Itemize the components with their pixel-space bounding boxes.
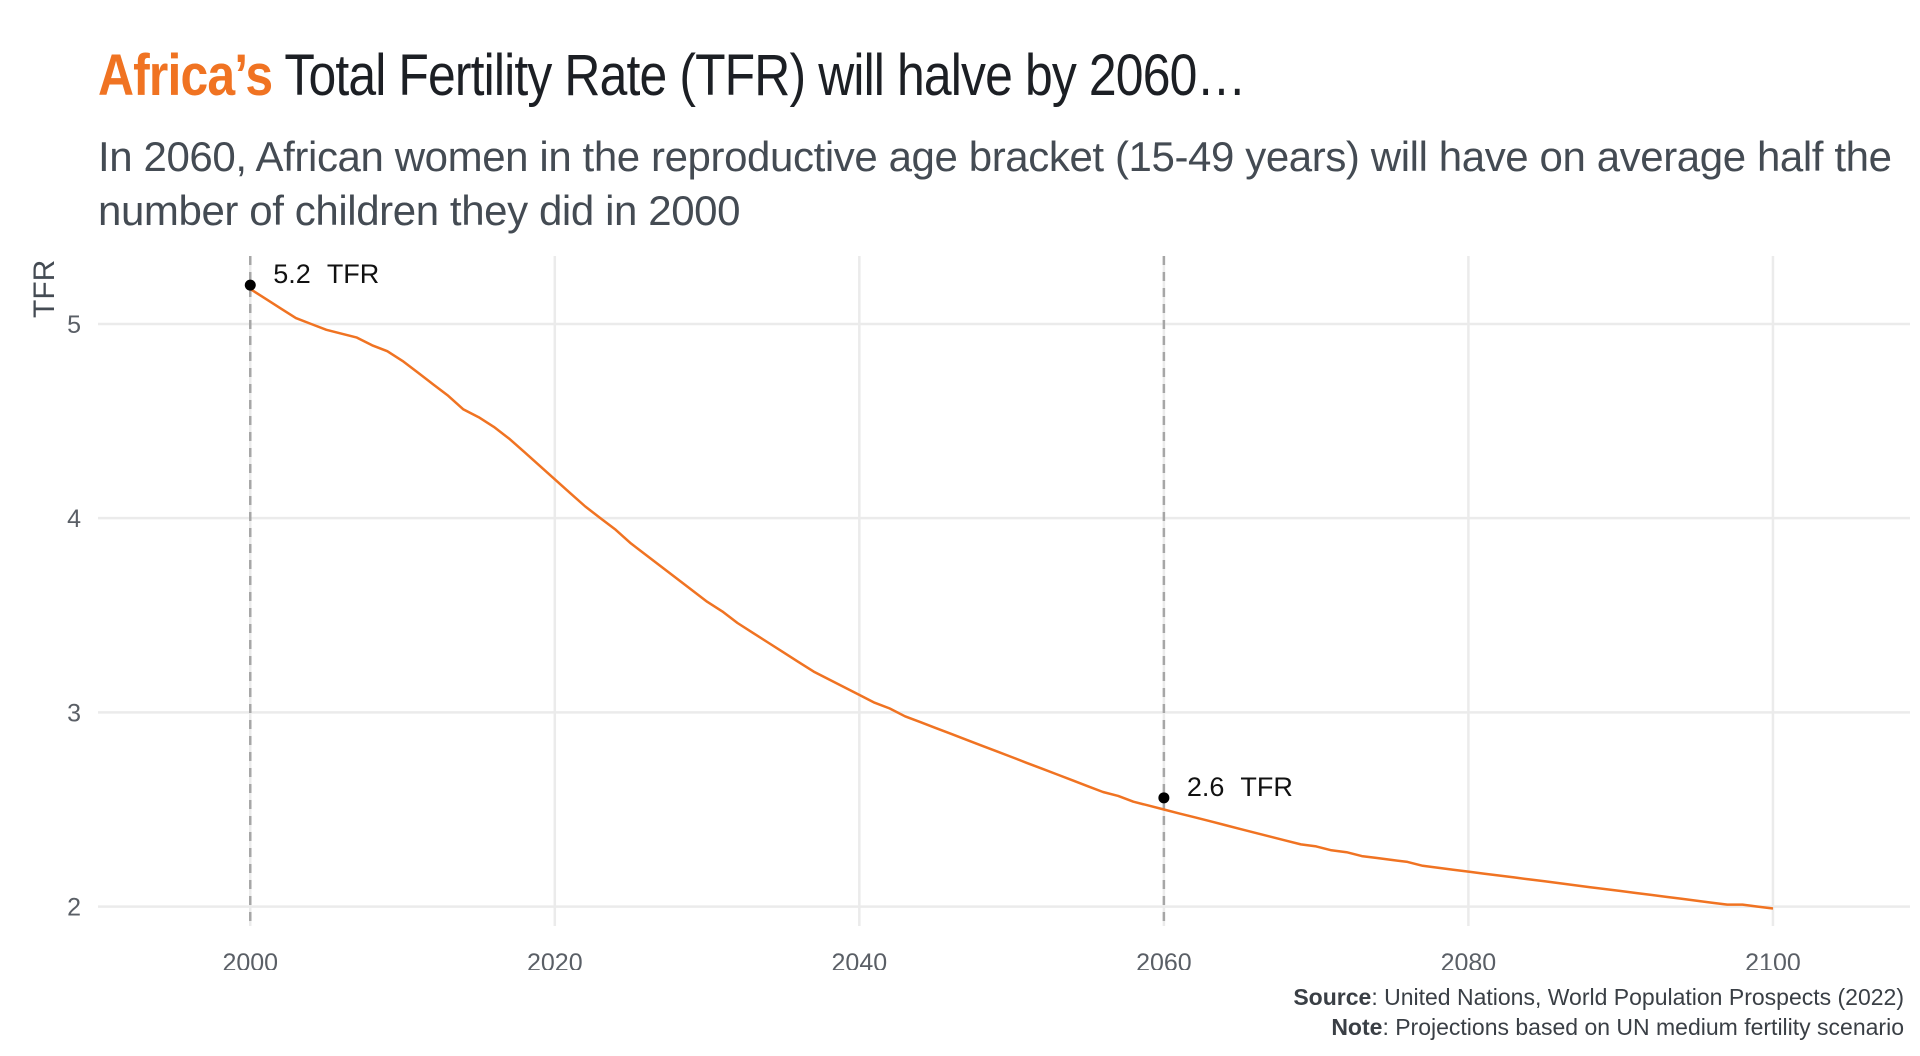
annotation-unit: TFR — [327, 259, 379, 289]
y-tick-label: 4 — [67, 505, 81, 533]
annotation-point — [1158, 792, 1170, 804]
y-axis-title: TFR — [28, 260, 61, 318]
series-layer — [249, 287, 1774, 910]
y-axis-ticks: 2 3 4 5 — [67, 311, 81, 922]
series-line — [249, 287, 1774, 910]
annotation-points: 5.2 TFR 2.6 TFR — [244, 259, 1293, 804]
x-tick-label: 2020 — [527, 949, 583, 970]
x-tick-label: 2080 — [1441, 949, 1497, 970]
y-tick-label: 2 — [67, 894, 81, 922]
line-chart: 5.2 TFR 2.6 TFR 2000 2020 2040 2060 2080 2100 2 3… — [28, 256, 1910, 970]
title-rest: Total Fertility Rate (TFR) will halve by… — [284, 43, 1246, 108]
annotation-label: 2.6 TFR — [1187, 772, 1293, 802]
x-tick-label: 2000 — [222, 949, 278, 970]
note-label: Note — [1331, 1014, 1383, 1040]
note-line: Note: Projections based on UN medium fer… — [1293, 1012, 1904, 1042]
grid-lines — [98, 256, 1910, 926]
annotation-value: 2.6 — [1187, 772, 1225, 802]
x-tick-label: 2040 — [832, 949, 888, 970]
annotation-point — [244, 279, 256, 291]
chart-caption: Source: United Nations, World Population… — [1293, 982, 1904, 1042]
x-axis-ticks: 2000 2020 2040 2060 2080 2100 — [222, 949, 1800, 970]
source-text: : United Nations, World Population Prosp… — [1371, 984, 1904, 1010]
annotation-value: 5.2 — [273, 259, 311, 289]
reference-lines — [249, 256, 1166, 926]
x-tick-label: 2100 — [1745, 949, 1801, 970]
title-accent: Africa’s — [98, 43, 273, 108]
y-tick-label: 5 — [67, 311, 81, 339]
annotation-label: 5.2 TFR — [273, 259, 379, 289]
y-tick-label: 3 — [67, 699, 81, 727]
chart-subtitle: In 2060, African women in the reproducti… — [98, 133, 1892, 234]
annotation-unit: TFR — [1240, 772, 1292, 802]
source-line: Source: United Nations, World Population… — [1293, 982, 1904, 1012]
note-text: : Projections based on UN medium fertili… — [1382, 1014, 1904, 1040]
source-label: Source — [1293, 984, 1372, 1010]
x-tick-label: 2060 — [1136, 949, 1192, 970]
chart-title: Africa’s Total Fertility Rate (TFR) will… — [98, 40, 1246, 112]
